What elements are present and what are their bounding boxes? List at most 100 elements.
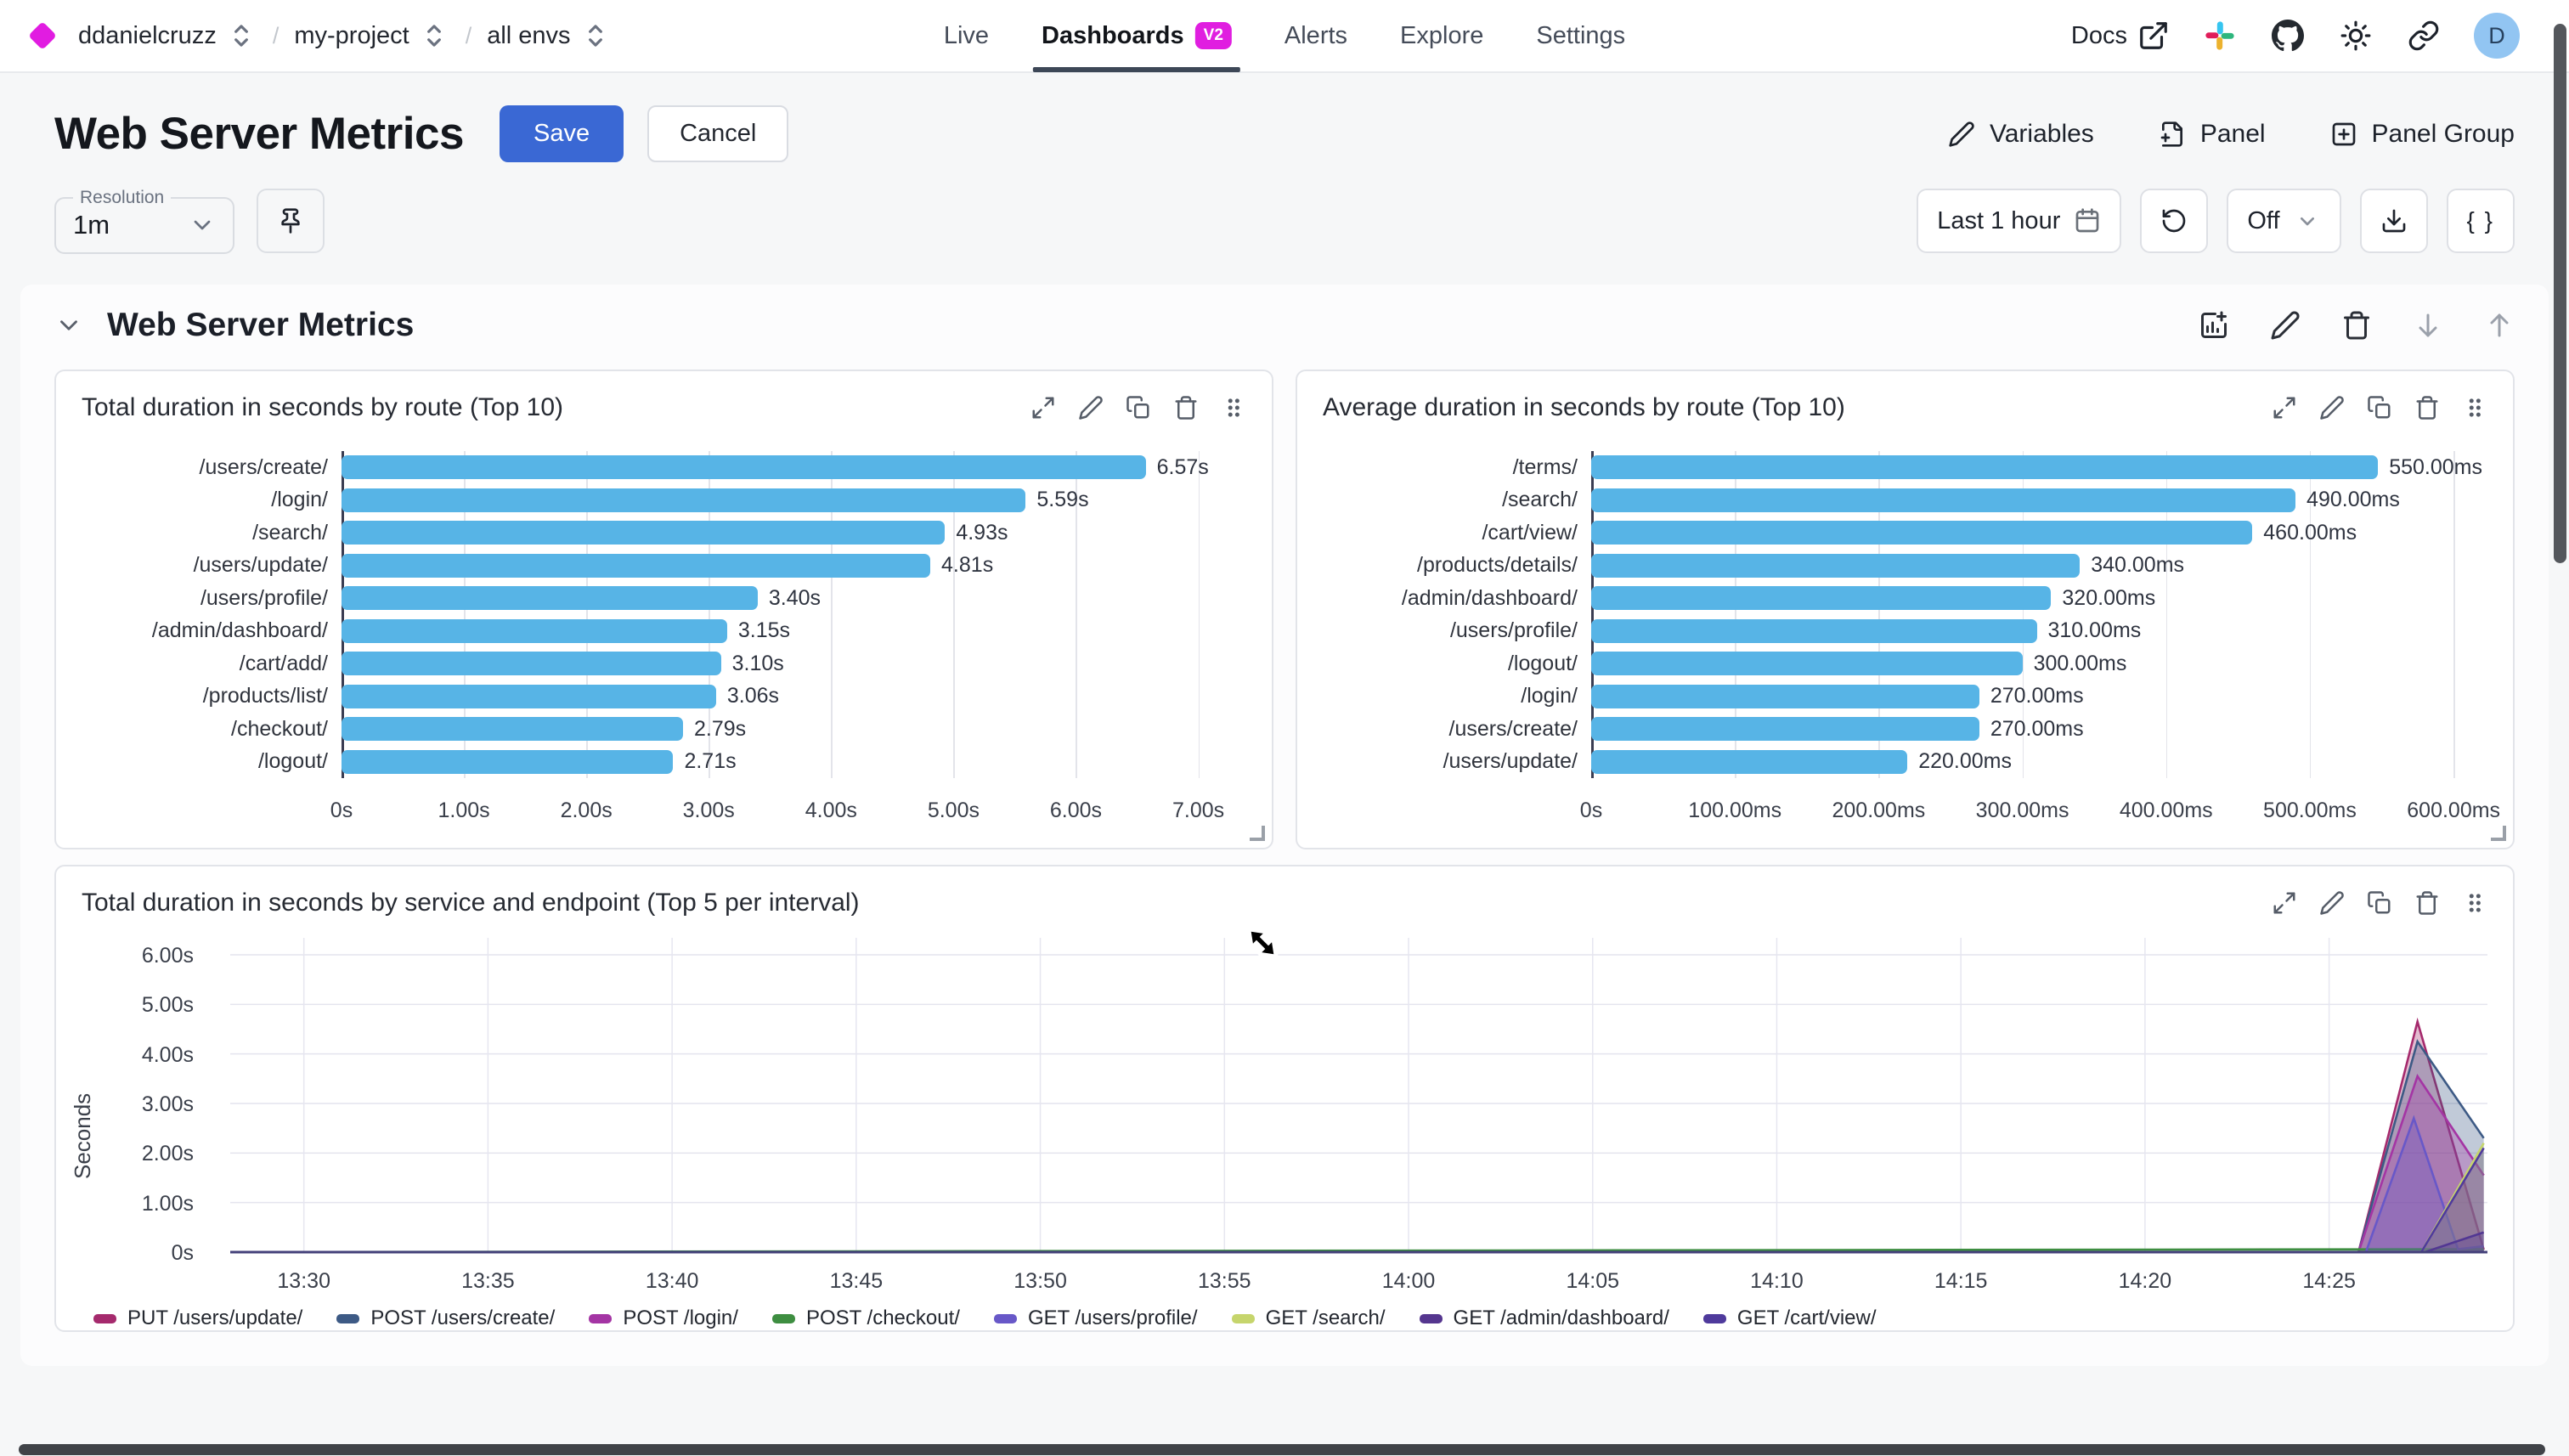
expand-icon[interactable] — [2272, 395, 2297, 420]
dashboard-titlebar: Web Server Metrics Save Cancel Variables… — [0, 105, 2569, 162]
legend-label: PUT /users/update/ — [127, 1306, 303, 1329]
breadcrumb-org-label: ddanielcruzz — [78, 21, 217, 49]
panel-resize-handle[interactable] — [1250, 826, 1265, 841]
bar[interactable] — [342, 553, 931, 578]
legend-item[interactable]: POST /login/ — [589, 1306, 738, 1330]
legend-item[interactable]: GET /users/profile/ — [993, 1306, 1198, 1330]
save-button[interactable]: Save — [499, 105, 624, 162]
x-axis-tick-label: 14:15 — [1934, 1269, 1988, 1293]
download-button[interactable] — [2359, 189, 2428, 253]
copy-panel-icon[interactable] — [1126, 395, 1151, 420]
edit-panel-icon[interactable] — [1078, 395, 1104, 420]
delete-panel-icon[interactable] — [2414, 395, 2440, 420]
bar[interactable] — [342, 618, 727, 643]
add-chart-icon[interactable] — [2199, 310, 2229, 341]
legend-item[interactable]: GET /admin/dashboard/ — [1419, 1306, 1669, 1330]
panel-resize-handle[interactable] — [2491, 826, 2506, 841]
bar[interactable] — [1591, 717, 1979, 742]
legend-item[interactable]: GET /search/ — [1231, 1306, 1386, 1330]
horizontal-scrollbar-thumb[interactable] — [19, 1444, 2545, 1455]
x-axis-tick-label: 13:55 — [1198, 1269, 1251, 1293]
legend-label: POST /users/create/ — [370, 1306, 556, 1329]
series-line — [230, 1148, 2484, 1253]
bar[interactable] — [342, 749, 674, 774]
plus-square-icon — [2330, 121, 2357, 148]
expand-icon[interactable] — [1030, 395, 1056, 420]
bar[interactable] — [1591, 749, 1908, 774]
chart-legend: PUT /users/update/POST /users/create/POS… — [93, 1306, 2487, 1330]
breadcrumb-env[interactable]: all envs — [487, 20, 611, 52]
breadcrumb-project[interactable]: my-project — [294, 20, 449, 52]
tab-explore[interactable]: Explore — [1400, 21, 1484, 49]
vertical-scrollbar[interactable] — [2552, 0, 2569, 1456]
bar[interactable] — [342, 684, 716, 708]
avatar[interactable]: D — [2474, 13, 2520, 59]
bar[interactable] — [1591, 455, 2379, 480]
docs-link[interactable]: Docs — [2071, 20, 2170, 52]
bar[interactable] — [342, 586, 758, 611]
add-panel-group-button[interactable]: Panel Group — [2330, 120, 2515, 149]
add-panel-button[interactable]: Panel — [2159, 120, 2266, 149]
x-axis-tick-label: 13:40 — [645, 1269, 699, 1293]
tab-dashboards[interactable]: Dashboards V2 — [1033, 0, 1240, 72]
legend-item[interactable]: GET /cart/view/ — [1702, 1306, 1877, 1330]
move-up-icon[interactable] — [2484, 310, 2515, 341]
github-icon[interactable] — [2270, 18, 2306, 54]
bar-value-label: 460.00ms — [2263, 520, 2357, 545]
drag-handle-icon[interactable] — [2462, 890, 2487, 916]
bar[interactable] — [1591, 521, 2253, 545]
move-down-icon[interactable] — [2413, 310, 2443, 341]
slack-icon[interactable] — [2202, 18, 2238, 54]
bar[interactable] — [1591, 586, 2052, 611]
bar[interactable] — [342, 455, 1146, 480]
edit-panel-icon[interactable] — [2319, 890, 2345, 916]
copy-panel-icon[interactable] — [2367, 890, 2392, 916]
breadcrumb-separator: / — [272, 22, 279, 48]
delete-section-icon[interactable] — [2341, 310, 2372, 341]
gridline — [464, 451, 466, 778]
delete-panel-icon[interactable] — [2414, 890, 2440, 916]
cancel-button[interactable]: Cancel — [647, 105, 789, 162]
legend-item[interactable]: POST /checkout/ — [771, 1306, 960, 1330]
query-json-button[interactable]: { } — [2446, 189, 2515, 253]
bar[interactable] — [1591, 553, 2081, 578]
bar[interactable] — [1591, 652, 2023, 676]
panel-title: Total duration in seconds by service and… — [82, 889, 860, 917]
bar[interactable] — [1591, 684, 1979, 708]
bar[interactable] — [342, 652, 721, 676]
auto-refresh-select[interactable]: Off — [2227, 189, 2341, 253]
x-axis-tick-label: 4.00s — [805, 799, 857, 822]
bar[interactable] — [1591, 488, 2296, 512]
edit-section-icon[interactable] — [2270, 310, 2301, 341]
share-link-icon[interactable] — [2406, 18, 2442, 54]
bar[interactable] — [342, 717, 683, 742]
resolution-select[interactable]: Resolution 1m — [54, 188, 234, 254]
collapse-chevron-icon[interactable] — [54, 311, 83, 340]
theme-toggle-icon[interactable] — [2338, 18, 2374, 54]
tab-settings[interactable]: Settings — [1536, 21, 1626, 49]
time-range-button[interactable]: Last 1 hour — [1917, 189, 2122, 253]
variables-button[interactable]: Variables — [1948, 120, 2094, 149]
delete-panel-icon[interactable] — [1173, 395, 1199, 420]
vertical-scrollbar-thumb[interactable] — [2554, 24, 2566, 563]
tab-live[interactable]: Live — [943, 21, 990, 49]
y-axis-line — [1591, 451, 1594, 778]
tab-alerts[interactable]: Alerts — [1284, 21, 1348, 49]
x-axis-tick-label: 13:35 — [461, 1269, 515, 1293]
edit-panel-icon[interactable] — [2319, 395, 2345, 420]
copy-panel-icon[interactable] — [2367, 395, 2392, 420]
bar[interactable] — [342, 488, 1026, 512]
refresh-button[interactable] — [2140, 189, 2209, 253]
bar[interactable] — [342, 521, 946, 545]
breadcrumb-org[interactable]: ddanielcruzz — [78, 20, 257, 52]
series-area — [230, 1075, 2484, 1252]
bar[interactable] — [1591, 618, 2037, 643]
drag-handle-icon[interactable] — [2462, 395, 2487, 420]
expand-icon[interactable] — [2272, 890, 2297, 916]
legend-item[interactable]: POST /users/create/ — [336, 1306, 555, 1330]
pin-resolution-button[interactable] — [257, 189, 325, 253]
y-axis-tick-label: 4.00s — [141, 1042, 194, 1067]
legend-item[interactable]: PUT /users/update/ — [93, 1306, 302, 1330]
section-title: Web Server Metrics — [107, 307, 415, 343]
drag-handle-icon[interactable] — [1221, 395, 1246, 420]
